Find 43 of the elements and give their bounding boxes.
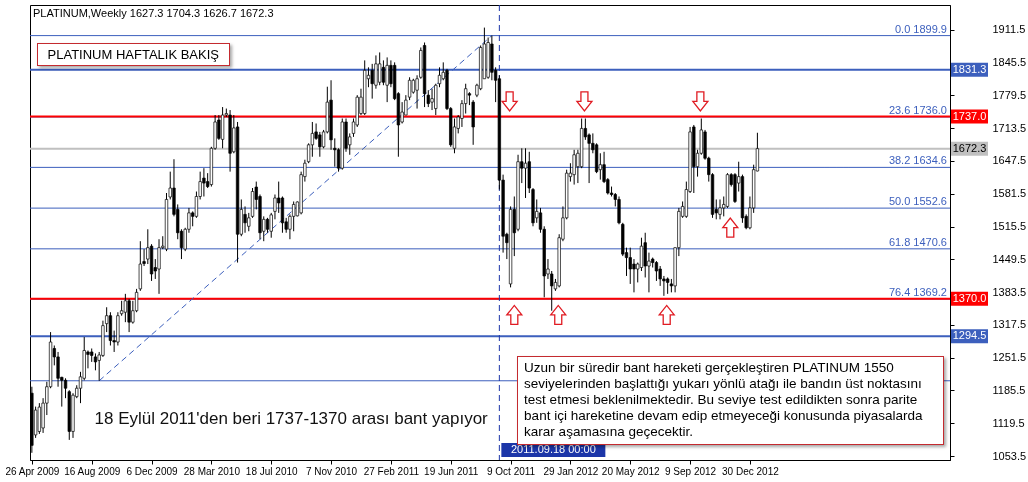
ref-line-label: 50.0 1552.6: [888, 195, 947, 208]
ref-line-label: 1737.0: [952, 109, 987, 122]
y-tick-label: 1185.5: [992, 383, 1026, 396]
chart-title: PLATINUM,Weekly 1627.3 1704.3 1626.7 1672.3: [33, 7, 274, 20]
y-tick-label: 1647.5: [992, 154, 1027, 167]
y-tick-label: 1515.5: [992, 220, 1027, 233]
annotation: Uzun bir süredir bant hareketi gerçekleştiren PLATINUM 1550 seviyelerinden başlattığı yukarı yönlü atağı ile bandın üst noktasını test etmesi beklenilmektedir. Bu seviye test edildikten sonra parite bant içi hareketine devam edip etmeyeceği konusunda piyasalarda karar aşamasına geçecektir.: [517, 355, 944, 445]
y-tick-label: 1449.5: [992, 252, 1027, 265]
annotation: PLATINUM HAFTALIK BAKIŞ: [36, 42, 230, 67]
ref-line-label: 1294.5: [952, 329, 987, 342]
x-tick-label: 30 Dec 2012: [722, 465, 780, 477]
ref-line-label: 23.6 1736.0: [888, 104, 947, 117]
ref-line-label: 2011.09.18 00:00: [510, 443, 596, 455]
x-tick-label: 9 Sep 2012: [665, 465, 717, 477]
x-tick-label: 26 Apr 2009: [5, 465, 60, 477]
y-tick-label: 1317.5: [992, 318, 1027, 331]
ref-line-label: 76.4 1369.2: [888, 286, 947, 299]
x-tick-label: 29 Jan 2012: [543, 465, 599, 477]
x-tick-label: 16 Aug 2009: [64, 465, 121, 477]
x-tick-label: 19 Jun 2011: [424, 465, 479, 477]
y-tick-label: 1581.5: [992, 187, 1027, 200]
ref-line-label: 38.2 1634.6: [888, 154, 947, 167]
ref-line-label: 1672.3: [952, 141, 987, 154]
y-tick-label: 1713.5: [992, 121, 1027, 134]
x-tick-label: 20 May 2012: [601, 465, 661, 477]
y-tick-label: 1053.5: [992, 449, 1027, 462]
x-tick-label: 18 Jul 2010: [245, 465, 299, 477]
x-tick-label: 9 Oct 2011: [486, 465, 536, 477]
ref-line-label: 1370.0: [952, 291, 987, 304]
y-tick-label: 1119.5: [992, 416, 1025, 429]
y-tick-label: 1251.5: [992, 351, 1027, 364]
ref-line-label: 1831.3: [952, 62, 987, 75]
x-tick-label: 27 Feb 2011: [363, 465, 420, 477]
y-tick-label: 1779.5: [992, 88, 1027, 101]
y-tick-label: 1845.5: [992, 56, 1027, 69]
y-tick-label: 1911.5: [992, 23, 1026, 36]
x-tick-label: 28 Mar 2010: [183, 465, 241, 477]
annotation: 18 Eylül 2011'den beri 1737-1370 arası bant yapıyor: [94, 409, 488, 430]
ref-line-label: 61.8 1470.6: [888, 235, 947, 248]
x-tick-label: 7 Nov 2010: [305, 465, 358, 477]
x-tick-label: 6 Dec 2009: [126, 465, 179, 477]
y-tick-label: 1383.5: [992, 285, 1027, 298]
ref-line-label: 0.0 1899.9: [895, 22, 947, 35]
